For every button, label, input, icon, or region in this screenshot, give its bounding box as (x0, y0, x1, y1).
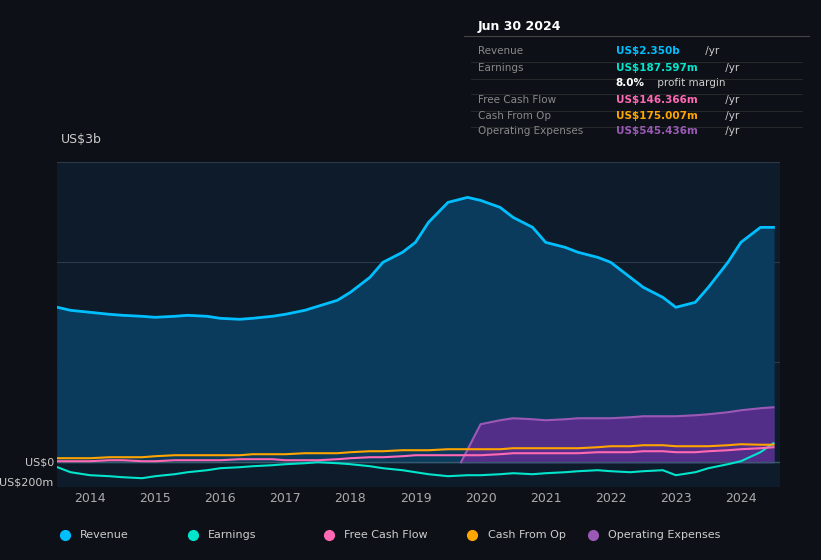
Text: -US$200m: -US$200m (0, 477, 54, 487)
Text: US$175.007m: US$175.007m (616, 111, 698, 121)
Text: /yr: /yr (703, 45, 720, 55)
Text: US$545.436m: US$545.436m (616, 125, 698, 136)
Text: US$3b: US$3b (61, 133, 102, 146)
Text: Operating Expenses: Operating Expenses (608, 530, 721, 540)
Text: Earnings: Earnings (478, 63, 523, 73)
Text: US$2.350b: US$2.350b (616, 45, 679, 55)
Text: Free Cash Flow: Free Cash Flow (478, 95, 556, 105)
Text: /yr: /yr (722, 125, 739, 136)
Text: Jun 30 2024: Jun 30 2024 (478, 20, 562, 33)
Text: Free Cash Flow: Free Cash Flow (344, 530, 428, 540)
Text: profit margin: profit margin (654, 78, 726, 88)
Text: Cash From Op: Cash From Op (478, 111, 551, 121)
Text: Cash From Op: Cash From Op (488, 530, 566, 540)
Text: /yr: /yr (722, 111, 739, 121)
Text: Operating Expenses: Operating Expenses (478, 125, 583, 136)
Text: 8.0%: 8.0% (616, 78, 644, 88)
Text: Earnings: Earnings (208, 530, 257, 540)
Text: Revenue: Revenue (80, 530, 128, 540)
Text: /yr: /yr (722, 63, 739, 73)
Text: /yr: /yr (722, 95, 739, 105)
Text: US$146.366m: US$146.366m (616, 95, 697, 105)
Text: US$187.597m: US$187.597m (616, 63, 697, 73)
Text: US$0: US$0 (25, 457, 54, 467)
Text: Revenue: Revenue (478, 45, 523, 55)
